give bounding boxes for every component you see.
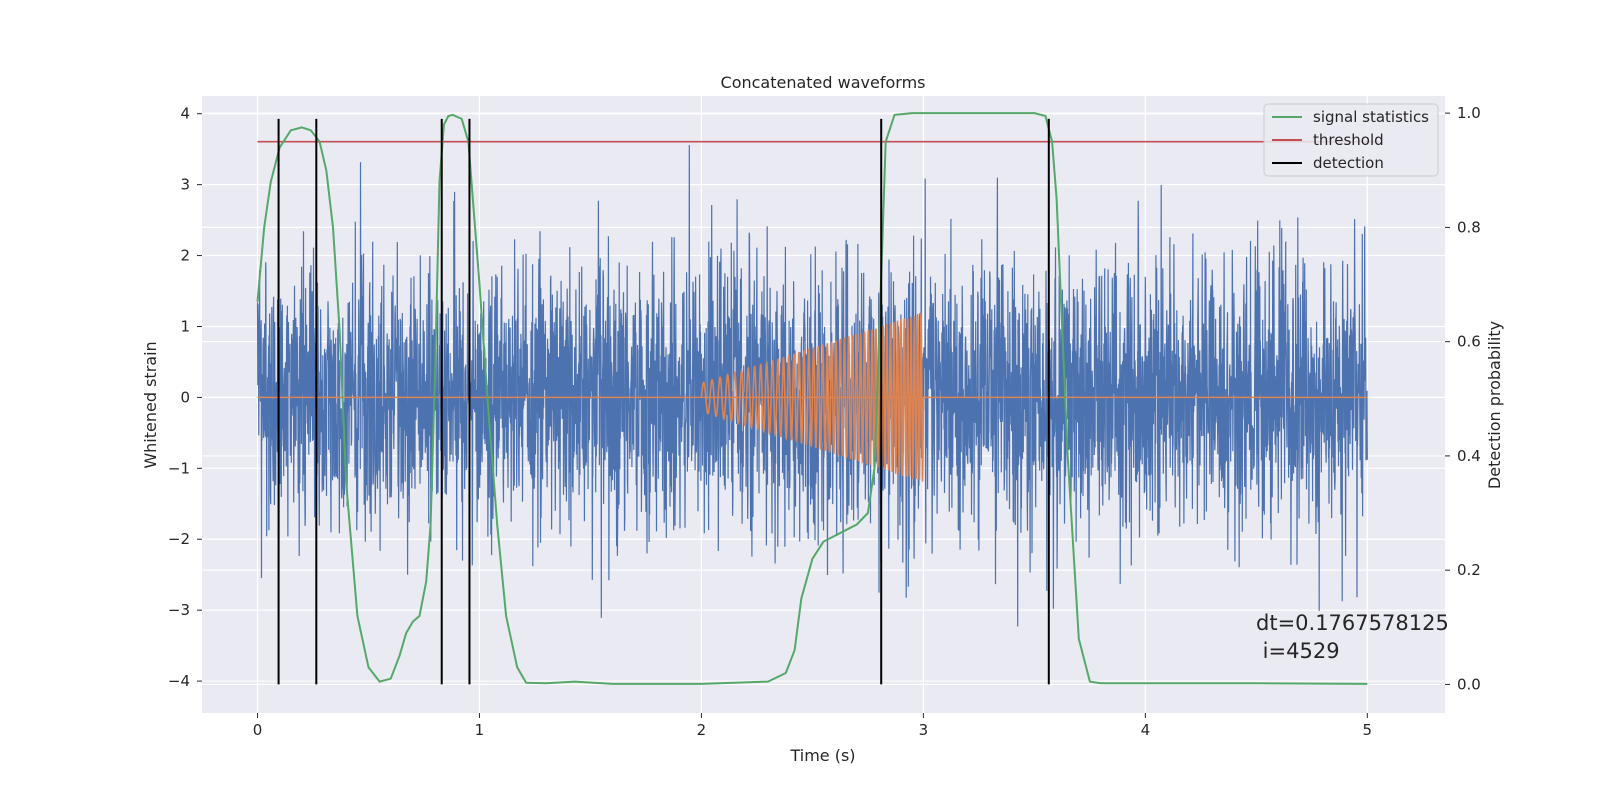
y-right-tick-label: 1.0 bbox=[1457, 104, 1481, 122]
x-tick-label: 0 bbox=[253, 721, 263, 739]
y-right-tick-label: 0.8 bbox=[1457, 218, 1481, 236]
legend: signal statistics threshold detection bbox=[1263, 103, 1439, 177]
legend-label-signal-statistics: signal statistics bbox=[1313, 108, 1429, 126]
x-axis-label: Time (s) bbox=[789, 746, 855, 765]
series-chirp bbox=[700, 313, 925, 482]
y-tick-label: 2 bbox=[180, 247, 190, 265]
annotation: dt=0.1767578125 i=4529 bbox=[1256, 611, 1449, 663]
y-tick-label: −4 bbox=[168, 672, 190, 690]
y-tick-label: −3 bbox=[168, 601, 190, 619]
x-tick-label: 4 bbox=[1141, 721, 1151, 739]
y-tick-label: −2 bbox=[168, 530, 190, 548]
y-tick-label: 3 bbox=[180, 176, 190, 194]
x-axis-ticks: 0 1 2 3 4 5 bbox=[253, 713, 1372, 739]
y-right-tick-label: 0.2 bbox=[1457, 561, 1481, 579]
left-axis-ticks: −4 −3 −2 −1 0 1 2 3 4 bbox=[168, 105, 202, 690]
x-tick-label: 1 bbox=[475, 721, 485, 739]
y-axis-label-right: Detection probability bbox=[1485, 321, 1504, 489]
data-layer bbox=[256, 112, 1379, 685]
annotation-dt: dt=0.1767578125 bbox=[1256, 611, 1449, 635]
y-right-tick-label: 0.0 bbox=[1457, 675, 1481, 693]
y-tick-label: −1 bbox=[168, 459, 190, 477]
legend-box bbox=[1263, 103, 1439, 177]
right-axis-ticks: 0.0 0.2 0.4 0.6 0.8 1.0 bbox=[1445, 104, 1481, 693]
y-tick-label: 0 bbox=[180, 388, 190, 406]
y-tick-label: 4 bbox=[180, 105, 190, 123]
legend-label-threshold: threshold bbox=[1313, 131, 1384, 149]
x-tick-label: 3 bbox=[919, 721, 929, 739]
series-signal-statistics bbox=[256, 112, 1368, 685]
y-right-tick-label: 0.6 bbox=[1457, 333, 1481, 351]
x-tick-label: 5 bbox=[1363, 721, 1373, 739]
legend-label-detection: detection bbox=[1313, 154, 1384, 172]
y-axis-label: Whitened strain bbox=[141, 341, 160, 468]
x-tick-label: 2 bbox=[697, 721, 707, 739]
annotation-i: i=4529 bbox=[1256, 639, 1340, 663]
chart-title: Concatenated waveforms bbox=[721, 73, 926, 92]
y-tick-label: 1 bbox=[180, 317, 190, 335]
y-right-tick-label: 0.4 bbox=[1457, 447, 1481, 465]
